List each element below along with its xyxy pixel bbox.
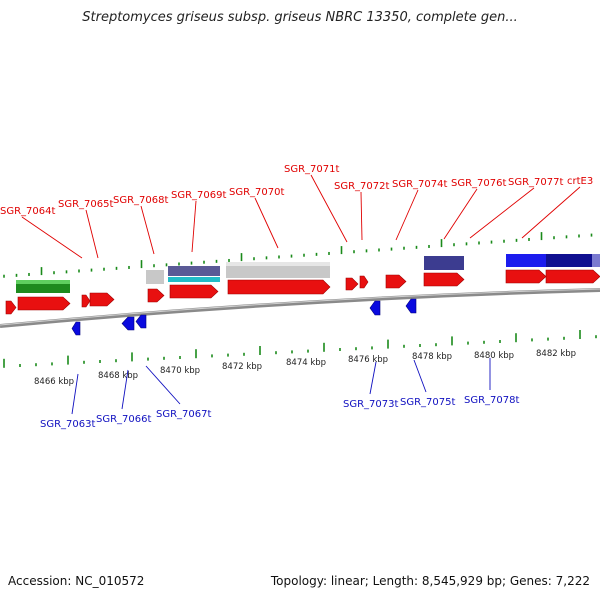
grey-feature-2-shine bbox=[226, 262, 330, 266]
navy-feature[interactable] bbox=[546, 254, 592, 267]
forward-gene-arrow[interactable] bbox=[423, 272, 465, 287]
gene-label[interactable]: SGR_7067t bbox=[156, 409, 211, 420]
forward-gene-arrow[interactable] bbox=[385, 274, 407, 289]
kbp-tick-label: 8468 kbp bbox=[98, 371, 138, 381]
genome-backbone-highlight bbox=[0, 288, 600, 326]
forward-gene-arrow[interactable] bbox=[545, 269, 600, 284]
blue-feature-2[interactable] bbox=[592, 254, 600, 267]
label-leader-line bbox=[310, 174, 348, 243]
label-leader-line bbox=[254, 197, 279, 249]
forward-gene-arrow[interactable] bbox=[345, 277, 359, 291]
purple-feature-2[interactable] bbox=[424, 256, 464, 270]
gene-label[interactable]: SGR_7078t bbox=[464, 395, 519, 406]
kbp-tick-label: 8470 kbp bbox=[160, 366, 200, 376]
gene-label[interactable]: SGR_7068t bbox=[113, 195, 168, 206]
gene-label[interactable]: SGR_7064t bbox=[0, 206, 55, 217]
label-leader-line bbox=[85, 209, 99, 259]
kbp-tick-label: 8472 kbp bbox=[222, 362, 262, 372]
genome-title: Streptomyces griseus subsp. griseus NBRC… bbox=[82, 10, 518, 25]
gene-arrows bbox=[5, 269, 600, 336]
forward-gene-arrow[interactable] bbox=[89, 292, 115, 307]
purple-feature-1[interactable] bbox=[168, 266, 220, 276]
label-leader-line bbox=[395, 189, 419, 241]
gene-label[interactable]: SGR_7076t bbox=[451, 178, 506, 189]
reverse-gene-arrow[interactable] bbox=[405, 298, 417, 314]
reverse-gene-arrow[interactable] bbox=[121, 316, 135, 331]
gene-label[interactable]: SGR_7077t bbox=[508, 177, 563, 188]
label-leader-line bbox=[369, 361, 377, 395]
reverse-gene-arrow[interactable] bbox=[369, 300, 381, 316]
gene-label[interactable]: SGR_7069t bbox=[171, 190, 226, 201]
kbp-tick-label: 8482 kbp bbox=[536, 349, 576, 359]
kbp-tick-label: 8466 kbp bbox=[34, 377, 74, 387]
forward-gene-arrow[interactable] bbox=[81, 294, 91, 308]
reverse-gene-arrow[interactable] bbox=[71, 321, 81, 336]
reverse-gene-arrow[interactable] bbox=[135, 314, 147, 329]
forward-gene-arrow[interactable] bbox=[5, 300, 17, 315]
kbp-tick-label: 8480 kbp bbox=[474, 351, 514, 361]
forward-gene-arrow[interactable] bbox=[505, 269, 547, 284]
forward-gene-arrow[interactable] bbox=[17, 296, 71, 311]
label-leader-line bbox=[191, 200, 197, 253]
kbp-tick-label: 8476 kbp bbox=[348, 355, 388, 365]
label-leader-line bbox=[145, 365, 181, 405]
accession-text: Accession: NC_010572 bbox=[8, 574, 145, 588]
gene-label[interactable]: SGR_7071t bbox=[284, 164, 339, 175]
label-leader-line bbox=[443, 188, 478, 240]
forward-gene-arrow[interactable] bbox=[359, 275, 369, 289]
gene-label[interactable]: SGR_7065t bbox=[58, 199, 113, 210]
topology-text: Topology: linear; Length: 8,545,929 bp; … bbox=[270, 574, 590, 588]
label-leader-line bbox=[121, 369, 129, 410]
gene-label[interactable]: SGR_7073t bbox=[343, 399, 398, 410]
genome-backbone bbox=[0, 288, 600, 328]
label-leader-line bbox=[21, 216, 83, 259]
forward-gene-arrow[interactable] bbox=[169, 284, 219, 299]
gene-label[interactable]: SGR_7074t bbox=[392, 179, 447, 190]
kbp-tick-label: 8474 kbp bbox=[286, 358, 326, 368]
label-leader-line bbox=[413, 359, 427, 393]
gene-label[interactable]: SGR_7070t bbox=[229, 187, 284, 198]
label-leader-line bbox=[521, 186, 581, 239]
label-leader-line bbox=[360, 191, 363, 241]
tick-marks: 8466 kbp 8468 kbp 8470 kbp 8472 kbp 8474 kbp… bbox=[3, 232, 597, 387]
label-leader-line bbox=[469, 187, 535, 239]
cyan-feature[interactable] bbox=[168, 277, 220, 282]
gene-label[interactable]: SGR_7063t bbox=[40, 419, 95, 430]
forward-gene-arrow[interactable] bbox=[147, 288, 165, 303]
gene-label[interactable]: SGR_7066t bbox=[96, 414, 151, 425]
kbp-tick-label: 8478 kbp bbox=[412, 352, 452, 362]
label-leader-line bbox=[71, 373, 79, 415]
gene-label[interactable]: SGR_7075t bbox=[400, 397, 455, 408]
green-feature-shine bbox=[16, 280, 70, 284]
forward-gene-arrow[interactable] bbox=[227, 279, 331, 295]
blue-feature-1[interactable] bbox=[506, 254, 546, 267]
label-leader-line bbox=[140, 205, 155, 255]
gene-label[interactable]: crtE3 bbox=[567, 176, 593, 187]
grey-feature-1[interactable] bbox=[146, 270, 164, 284]
gene-label[interactable]: SGR_7072t bbox=[334, 181, 389, 192]
